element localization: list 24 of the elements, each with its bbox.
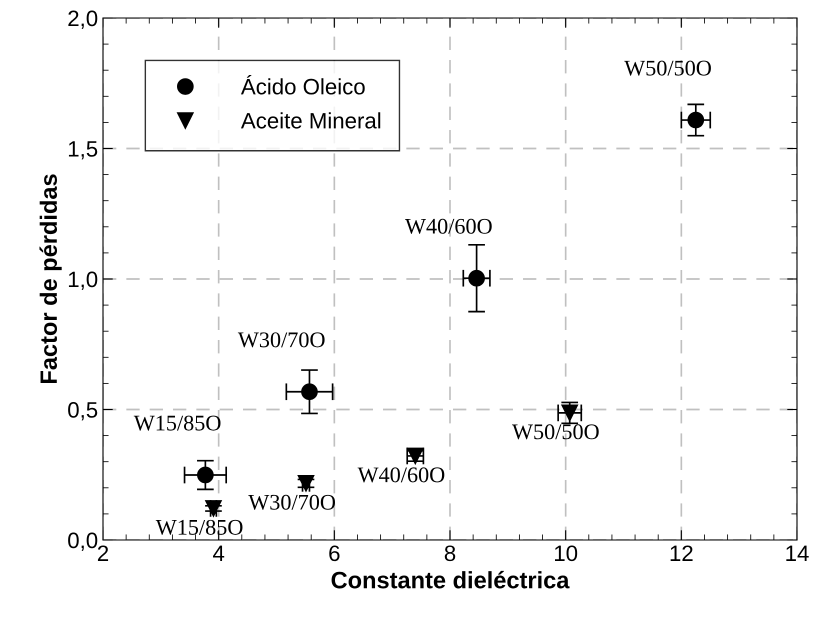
annotation: W50/50O: [512, 424, 599, 440]
annotation: W40/60O: [358, 467, 444, 482]
annotation: W30/70O: [248, 494, 336, 510]
x-tick-label: 4: [213, 546, 224, 561]
legend-label: Aceite Mineral: [240, 112, 380, 129]
annotation: W15/85O: [156, 520, 242, 535]
y-axis-title: Factor de pérdidas: [39, 174, 62, 384]
x-tick-label: 12: [670, 545, 693, 561]
annotation: W50/50O: [624, 60, 711, 76]
y-tick-label: 0,0: [68, 532, 98, 551]
x-axis-title: Constante dieléctrica: [332, 570, 570, 588]
y-tick-label: 1,0: [68, 272, 98, 290]
x-tick-label: 8: [444, 545, 456, 562]
y-tick-label: 0,5: [68, 402, 98, 420]
x-tick-label: 2: [98, 545, 108, 561]
x-tick-label: 6: [329, 545, 340, 562]
y-tick-label: 1,5: [68, 141, 98, 160]
x-tick-label: 10: [555, 545, 578, 562]
annotation: W40/60O: [405, 218, 492, 234]
legend-label: Ácido Oleico: [240, 75, 365, 95]
y-tick-label: 2,0: [68, 10, 98, 29]
annotation: W30/70O: [238, 332, 325, 348]
annotation: W15/85O: [134, 416, 220, 431]
x-tick-label: 14: [786, 546, 809, 561]
